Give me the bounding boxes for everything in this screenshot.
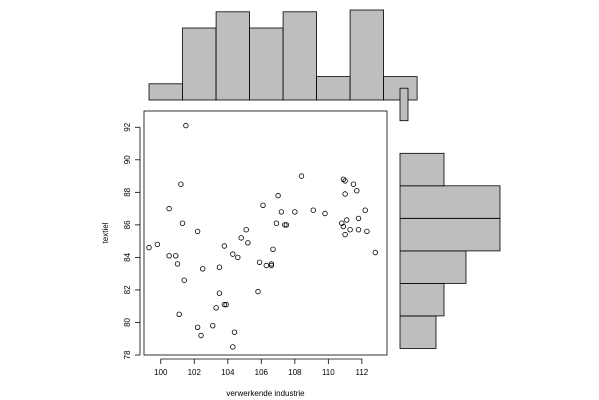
data-point [256, 259, 263, 265]
x-histogram-bar [182, 27, 217, 101]
data-point [364, 228, 370, 235]
data-point [322, 210, 328, 217]
x-tick-label: 100 [154, 368, 168, 377]
data-point [350, 181, 357, 187]
data-point [283, 222, 290, 228]
data-point [238, 235, 244, 241]
x-tick-label: 102 [188, 368, 202, 377]
data-point [243, 226, 249, 233]
x-tick-label: 104 [221, 368, 235, 377]
x-histogram-bar [215, 11, 251, 101]
y-axis-title: textiel [101, 222, 110, 243]
data-point [173, 253, 179, 259]
data-point [146, 244, 152, 251]
x-histogram-bar [282, 11, 318, 101]
data-point [216, 264, 223, 270]
y-histogram-bar [399, 282, 445, 317]
data-point [230, 344, 236, 350]
y-tick-label: 78 [123, 350, 132, 359]
y-tick-label: 86 [123, 220, 132, 229]
x-axis: 100 102 104 106 108 110 112 [154, 358, 369, 377]
data-point [181, 277, 187, 283]
data-point [174, 261, 181, 267]
data-point [342, 231, 348, 238]
data-point [342, 191, 348, 197]
x-histogram-bar [349, 9, 385, 101]
data-point [372, 249, 378, 256]
data-point [340, 223, 347, 230]
data-point [166, 253, 172, 259]
data-point [282, 222, 288, 228]
x-histogram-bar [316, 76, 351, 101]
data-point [221, 243, 228, 249]
data-point [216, 290, 223, 296]
data-point [213, 305, 219, 311]
data-point [298, 173, 305, 179]
data-point [176, 311, 182, 317]
data-point [231, 329, 238, 335]
y-tick-label: 90 [123, 155, 132, 164]
right-histogram [399, 87, 501, 349]
data-point [230, 251, 236, 257]
data-point [270, 246, 276, 252]
y-histogram-bar [399, 250, 467, 284]
data-point [275, 192, 281, 199]
y-histogram-bar [399, 152, 445, 187]
data-point [194, 228, 201, 235]
data-point [347, 226, 353, 233]
data-point [362, 207, 368, 213]
y-histogram-bar [399, 315, 437, 349]
data-point [355, 215, 362, 222]
y-tick-label: 80 [123, 317, 132, 326]
data-point [198, 332, 204, 339]
data-point [344, 217, 350, 223]
data-point [339, 220, 345, 226]
y-histogram-bar [399, 185, 501, 219]
y-tick-label: 82 [123, 285, 132, 294]
plot-frame [143, 110, 388, 356]
y-tick-label: 84 [123, 252, 132, 261]
data-point [340, 176, 347, 182]
y-histogram-bar [399, 217, 501, 252]
data-point [245, 240, 251, 246]
data-point [255, 288, 261, 295]
data-point [194, 324, 201, 330]
data-point [278, 209, 285, 215]
x-tick-label: 110 [322, 368, 335, 377]
data-point [268, 261, 275, 267]
data-point [260, 202, 266, 208]
data-point [221, 301, 228, 308]
x-tick-label: 112 [355, 368, 368, 377]
x-tick-label: 108 [288, 368, 302, 377]
data-point [342, 178, 348, 184]
y-axis: 78 80 82 84 86 88 90 92 [123, 122, 141, 359]
data-point [154, 241, 161, 248]
y-tick-label: 92 [123, 122, 132, 131]
data-point [178, 181, 184, 187]
data-point [223, 301, 229, 308]
data-point [292, 209, 298, 215]
data-point [310, 207, 316, 213]
data-point [355, 226, 362, 233]
x-histogram-bar [148, 83, 183, 101]
data-point [179, 220, 186, 226]
data-points [146, 122, 378, 350]
data-point [263, 262, 269, 269]
data-point [273, 220, 280, 226]
data-point [235, 254, 241, 261]
x-histogram-bar [249, 27, 284, 101]
data-point [354, 187, 360, 194]
top-histogram [148, 9, 418, 101]
data-point [166, 205, 172, 212]
data-point [268, 262, 275, 269]
data-point [183, 122, 189, 129]
y-histogram-bar [399, 87, 409, 122]
data-point [199, 266, 206, 272]
x-tick-label: 106 [255, 368, 269, 377]
data-point [209, 323, 216, 329]
y-tick-label: 88 [123, 187, 132, 196]
x-axis-title: verwerkende industrie [226, 389, 305, 398]
